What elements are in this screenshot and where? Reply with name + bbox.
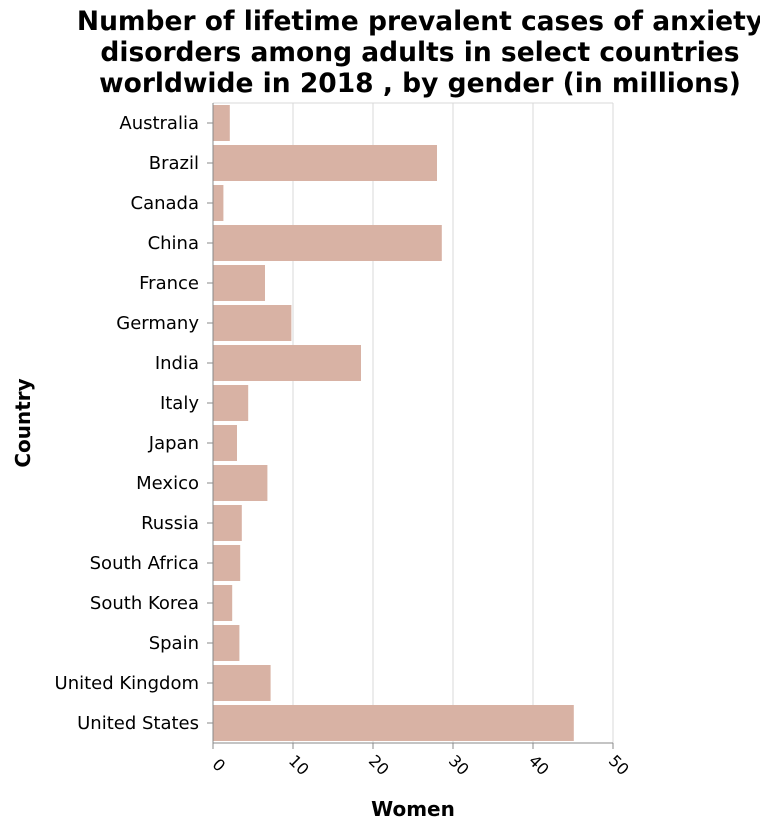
y-tick-label: Mexico (136, 473, 199, 494)
y-tick-label: Brazil (149, 153, 199, 174)
y-tick-label: Canada (131, 193, 200, 214)
bar-spain[interactable] (213, 625, 240, 661)
x-tick-label: 30 (445, 751, 473, 779)
y-axis-label: Country (11, 378, 35, 467)
x-axis-label: Women (371, 797, 455, 821)
x-tick-label: 50 (605, 751, 633, 779)
bar-india[interactable] (213, 345, 361, 381)
gridlines (213, 102, 614, 743)
bar-australia[interactable] (213, 105, 230, 141)
x-tick-label: 40 (525, 751, 553, 779)
bar-russia[interactable] (213, 505, 242, 541)
bar-south-korea[interactable] (213, 585, 233, 621)
bars (213, 105, 574, 741)
chart-title-line-3: worldwide in 2018 , by gender (in millio… (99, 68, 741, 99)
bar-china[interactable] (213, 225, 442, 261)
y-tick-label: Russia (141, 513, 199, 534)
bar-italy[interactable] (213, 385, 249, 421)
bar-united-states[interactable] (213, 705, 574, 741)
y-tick-label: South Africa (90, 553, 199, 574)
y-tick-label: Australia (119, 113, 199, 134)
x-tick-label: 20 (365, 751, 393, 779)
bar-germany[interactable] (213, 305, 292, 341)
axes: 0 10 20 30 40 50 Australia Brazil Canada China Fra… (55, 103, 633, 779)
chart-title: Number of lifetime prevalent cases of an… (0, 6, 760, 99)
y-tick-label: Germany (116, 313, 199, 334)
x-tick-label: 10 (285, 751, 313, 779)
y-tick-label: Italy (160, 393, 199, 414)
bar-france[interactable] (213, 265, 265, 301)
chart-title-line-1: Number of lifetime prevalent cases of an… (76, 6, 760, 37)
chart-title-line-2: disorders among adults in select countri… (100, 37, 740, 68)
y-tick-label: Spain (149, 633, 199, 654)
y-tick-label: Japan (148, 433, 199, 454)
bar-brazil[interactable] (213, 145, 437, 181)
bar-canada[interactable] (213, 185, 224, 221)
bar-united-kingdom[interactable] (213, 665, 271, 701)
y-tick-label: South Korea (90, 593, 199, 614)
y-tick-label: India (155, 353, 199, 374)
y-tick-label: China (148, 233, 199, 254)
bar-south-africa[interactable] (213, 545, 241, 581)
y-tick-label: France (139, 273, 199, 294)
y-tick-label: United States (77, 713, 199, 734)
y-tick-label: United Kingdom (55, 673, 199, 694)
bar-mexico[interactable] (213, 465, 268, 501)
x-tick-label: 0 (209, 755, 230, 776)
bar-japan[interactable] (213, 425, 237, 461)
